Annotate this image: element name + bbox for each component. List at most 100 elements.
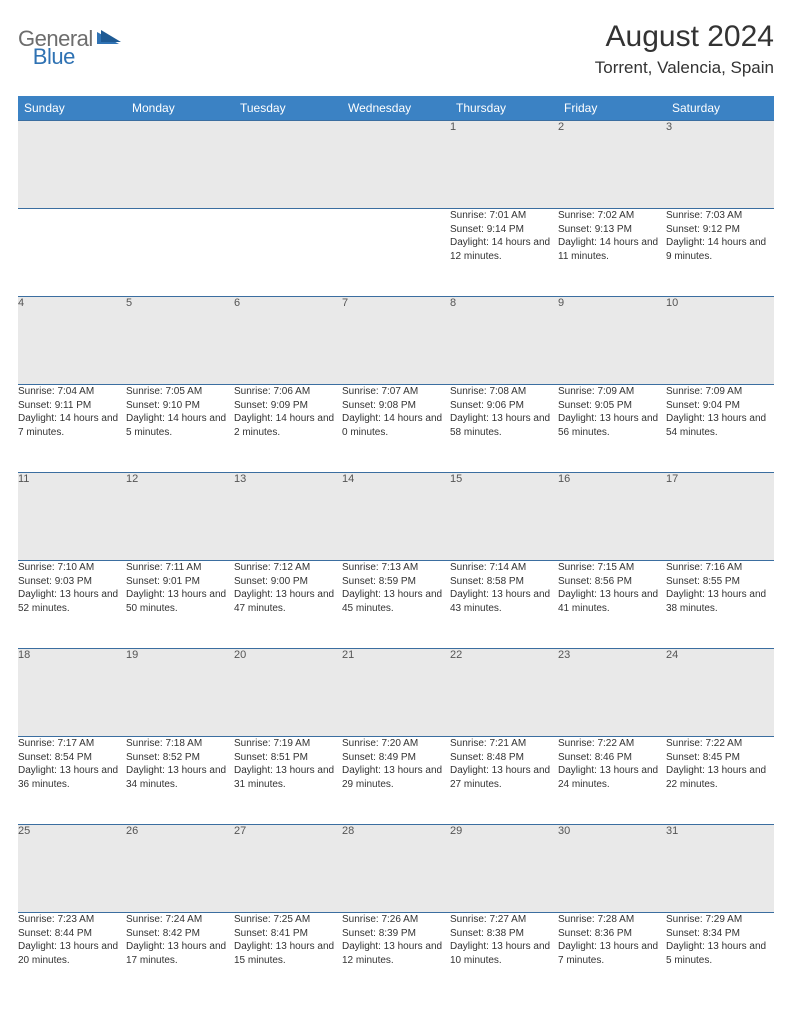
day-content-row: Sunrise: 7:17 AMSunset: 8:54 PMDaylight:… bbox=[18, 737, 774, 825]
day-line: Sunset: 9:11 PM bbox=[18, 399, 126, 413]
day-line: Sunrise: 7:18 AM bbox=[126, 737, 234, 751]
header: General Blue August 2024 Torrent, Valenc… bbox=[18, 20, 774, 78]
day-content-row: Sunrise: 7:10 AMSunset: 9:03 PMDaylight:… bbox=[18, 561, 774, 649]
day-content: Sunrise: 7:15 AMSunset: 8:56 PMDaylight:… bbox=[558, 561, 666, 649]
day-number: 31 bbox=[666, 825, 774, 913]
day-line: Sunset: 8:56 PM bbox=[558, 575, 666, 589]
day-line: Sunrise: 7:07 AM bbox=[342, 385, 450, 399]
day-number: 29 bbox=[450, 825, 558, 913]
day-content: Sunrise: 7:04 AMSunset: 9:11 PMDaylight:… bbox=[18, 385, 126, 473]
day-line: Sunrise: 7:05 AM bbox=[126, 385, 234, 399]
day-number bbox=[18, 121, 126, 209]
day-number: 2 bbox=[558, 121, 666, 209]
day-content-row: Sunrise: 7:01 AMSunset: 9:14 PMDaylight:… bbox=[18, 209, 774, 297]
day-number-row: 11121314151617 bbox=[18, 473, 774, 561]
day-line: Sunset: 9:05 PM bbox=[558, 399, 666, 413]
day-line: Daylight: 14 hours and 7 minutes. bbox=[18, 412, 126, 439]
day-line: Sunset: 8:42 PM bbox=[126, 927, 234, 941]
day-line: Sunrise: 7:23 AM bbox=[18, 913, 126, 927]
day-content: Sunrise: 7:21 AMSunset: 8:48 PMDaylight:… bbox=[450, 737, 558, 825]
day-content: Sunrise: 7:13 AMSunset: 8:59 PMDaylight:… bbox=[342, 561, 450, 649]
day-number: 28 bbox=[342, 825, 450, 913]
day-number: 6 bbox=[234, 297, 342, 385]
day-line: Sunrise: 7:15 AM bbox=[558, 561, 666, 575]
weekday-header: Monday bbox=[126, 96, 234, 121]
day-line: Sunrise: 7:19 AM bbox=[234, 737, 342, 751]
day-content: Sunrise: 7:02 AMSunset: 9:13 PMDaylight:… bbox=[558, 209, 666, 297]
day-line: Sunset: 8:41 PM bbox=[234, 927, 342, 941]
day-line: Sunset: 8:45 PM bbox=[666, 751, 774, 765]
day-line: Sunrise: 7:21 AM bbox=[450, 737, 558, 751]
day-number: 9 bbox=[558, 297, 666, 385]
day-content: Sunrise: 7:20 AMSunset: 8:49 PMDaylight:… bbox=[342, 737, 450, 825]
day-line: Daylight: 13 hours and 36 minutes. bbox=[18, 764, 126, 791]
day-line: Sunrise: 7:22 AM bbox=[558, 737, 666, 751]
day-content: Sunrise: 7:05 AMSunset: 9:10 PMDaylight:… bbox=[126, 385, 234, 473]
day-line: Sunrise: 7:28 AM bbox=[558, 913, 666, 927]
day-line: Sunset: 8:49 PM bbox=[342, 751, 450, 765]
day-number-row: 123 bbox=[18, 121, 774, 209]
day-number: 20 bbox=[234, 649, 342, 737]
month-title: August 2024 bbox=[595, 20, 774, 54]
day-line: Daylight: 13 hours and 50 minutes. bbox=[126, 588, 234, 615]
day-line: Sunset: 9:06 PM bbox=[450, 399, 558, 413]
day-content bbox=[126, 209, 234, 297]
day-number: 7 bbox=[342, 297, 450, 385]
day-line: Sunrise: 7:20 AM bbox=[342, 737, 450, 751]
day-content-row: Sunrise: 7:23 AMSunset: 8:44 PMDaylight:… bbox=[18, 913, 774, 1001]
day-content: Sunrise: 7:18 AMSunset: 8:52 PMDaylight:… bbox=[126, 737, 234, 825]
weekday-header: Thursday bbox=[450, 96, 558, 121]
day-line: Daylight: 13 hours and 31 minutes. bbox=[234, 764, 342, 791]
day-line: Sunset: 9:10 PM bbox=[126, 399, 234, 413]
day-content: Sunrise: 7:14 AMSunset: 8:58 PMDaylight:… bbox=[450, 561, 558, 649]
day-line: Sunrise: 7:06 AM bbox=[234, 385, 342, 399]
day-line: Daylight: 13 hours and 10 minutes. bbox=[450, 940, 558, 967]
day-line: Sunrise: 7:17 AM bbox=[18, 737, 126, 751]
logo-text-blue: Blue bbox=[33, 44, 75, 70]
day-line: Sunrise: 7:01 AM bbox=[450, 209, 558, 223]
day-number: 16 bbox=[558, 473, 666, 561]
day-line: Sunrise: 7:14 AM bbox=[450, 561, 558, 575]
weekday-header-row: Sunday Monday Tuesday Wednesday Thursday… bbox=[18, 96, 774, 121]
day-content: Sunrise: 7:12 AMSunset: 9:00 PMDaylight:… bbox=[234, 561, 342, 649]
day-line: Sunset: 9:01 PM bbox=[126, 575, 234, 589]
day-content: Sunrise: 7:19 AMSunset: 8:51 PMDaylight:… bbox=[234, 737, 342, 825]
day-line: Daylight: 13 hours and 27 minutes. bbox=[450, 764, 558, 791]
day-line: Sunrise: 7:25 AM bbox=[234, 913, 342, 927]
day-content: Sunrise: 7:10 AMSunset: 9:03 PMDaylight:… bbox=[18, 561, 126, 649]
day-number: 13 bbox=[234, 473, 342, 561]
day-line: Daylight: 14 hours and 11 minutes. bbox=[558, 236, 666, 263]
day-line: Daylight: 13 hours and 43 minutes. bbox=[450, 588, 558, 615]
day-line: Sunset: 9:12 PM bbox=[666, 223, 774, 237]
day-number: 12 bbox=[126, 473, 234, 561]
day-line: Sunrise: 7:04 AM bbox=[18, 385, 126, 399]
day-line: Daylight: 13 hours and 52 minutes. bbox=[18, 588, 126, 615]
day-line: Sunset: 8:48 PM bbox=[450, 751, 558, 765]
day-content: Sunrise: 7:09 AMSunset: 9:05 PMDaylight:… bbox=[558, 385, 666, 473]
weekday-header: Saturday bbox=[666, 96, 774, 121]
location: Torrent, Valencia, Spain bbox=[595, 58, 774, 78]
day-number: 5 bbox=[126, 297, 234, 385]
day-line: Sunrise: 7:08 AM bbox=[450, 385, 558, 399]
title-block: August 2024 Torrent, Valencia, Spain bbox=[595, 20, 774, 78]
day-line: Daylight: 13 hours and 54 minutes. bbox=[666, 412, 774, 439]
day-line: Daylight: 13 hours and 29 minutes. bbox=[342, 764, 450, 791]
day-number: 14 bbox=[342, 473, 450, 561]
day-content: Sunrise: 7:08 AMSunset: 9:06 PMDaylight:… bbox=[450, 385, 558, 473]
day-line: Sunrise: 7:09 AM bbox=[666, 385, 774, 399]
day-line: Sunset: 9:13 PM bbox=[558, 223, 666, 237]
day-line: Sunrise: 7:13 AM bbox=[342, 561, 450, 575]
day-line: Sunset: 8:46 PM bbox=[558, 751, 666, 765]
day-line: Sunrise: 7:24 AM bbox=[126, 913, 234, 927]
day-line: Daylight: 13 hours and 34 minutes. bbox=[126, 764, 234, 791]
day-number: 21 bbox=[342, 649, 450, 737]
day-line: Daylight: 13 hours and 12 minutes. bbox=[342, 940, 450, 967]
day-line: Daylight: 13 hours and 38 minutes. bbox=[666, 588, 774, 615]
logo-flag-icon bbox=[97, 28, 123, 51]
day-content: Sunrise: 7:24 AMSunset: 8:42 PMDaylight:… bbox=[126, 913, 234, 1001]
day-line: Daylight: 13 hours and 56 minutes. bbox=[558, 412, 666, 439]
day-number: 4 bbox=[18, 297, 126, 385]
day-line: Sunrise: 7:16 AM bbox=[666, 561, 774, 575]
day-number: 17 bbox=[666, 473, 774, 561]
weekday-header: Sunday bbox=[18, 96, 126, 121]
